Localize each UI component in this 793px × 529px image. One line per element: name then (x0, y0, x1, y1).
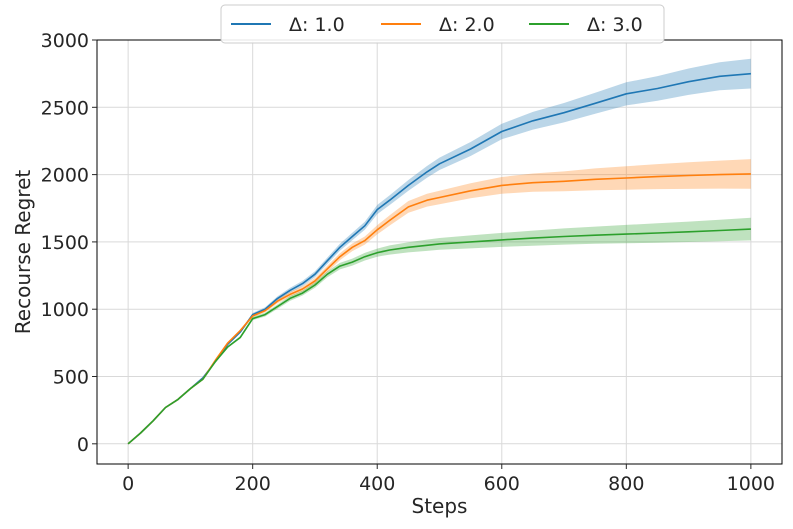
grid-lines (97, 39, 782, 464)
legend-label-2: Δ: 2.0 (439, 14, 495, 36)
y-tick-label: 2500 (41, 97, 89, 119)
confidence-bands (128, 58, 751, 444)
series-line-3 (127, 228, 751, 445)
x-tick-label: 400 (359, 473, 395, 495)
series-lines (127, 72, 751, 445)
y-tick-label: 500 (53, 367, 89, 389)
legend-label-1: Δ: 1.0 (289, 14, 345, 36)
legend-label-3: Δ: 3.0 (587, 14, 643, 36)
legend: Δ: 1.0 Δ: 2.0 Δ: 3.0 (220, 4, 665, 44)
plot-frame (96, 39, 783, 465)
x-tick-label: 800 (608, 473, 644, 495)
y-axis-ticks: 0 500 1000 1500 2000 2500 3000 (41, 30, 97, 456)
x-tick-label: 600 (484, 473, 520, 495)
y-tick-label: 2000 (41, 165, 89, 187)
y-tick-label: 0 (77, 434, 89, 456)
x-axis-title: Steps (412, 494, 468, 518)
series-band-3 (128, 217, 751, 444)
series-band-2 (128, 159, 751, 444)
y-tick-label: 3000 (41, 30, 89, 52)
legend-box (220, 4, 665, 44)
x-tick-label: 0 (122, 473, 134, 495)
y-tick-label: 1000 (41, 299, 89, 321)
y-axis-title: Recourse Regret (11, 170, 35, 335)
y-tick-label: 1500 (41, 232, 89, 254)
x-axis-ticks: 0 200 400 600 800 1000 (122, 464, 775, 495)
x-tick-label: 200 (235, 473, 271, 495)
series-line-1 (127, 72, 751, 445)
series-band-1 (128, 58, 751, 444)
x-tick-label: 1000 (727, 473, 775, 495)
